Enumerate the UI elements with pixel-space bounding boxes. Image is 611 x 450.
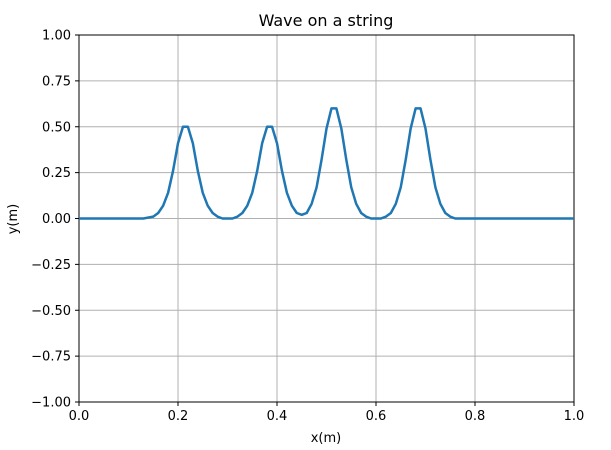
chart-title: Wave on a string xyxy=(259,11,394,30)
series-group xyxy=(79,107,574,220)
wave-line xyxy=(79,107,574,220)
y-tick-label: 0.00 xyxy=(42,212,71,227)
y-tick-label: −0.50 xyxy=(31,304,71,319)
y-tick-label: −1.00 xyxy=(31,396,71,411)
y-tick-label: 0.75 xyxy=(42,74,71,89)
x-tick-label: 0.6 xyxy=(366,409,387,424)
x-tick-label: 0.0 xyxy=(69,409,90,424)
y-tick-label: 0.50 xyxy=(42,120,71,135)
y-tick-label: −0.25 xyxy=(31,258,71,273)
x-axis: 0.0 0.2 0.4 0.6 0.8 1.0 xyxy=(69,402,585,424)
x-tick-label: 0.4 xyxy=(267,409,288,424)
x-tick-label: 1.0 xyxy=(564,409,585,424)
y-axis: −1.00 −0.75 −0.50 −0.25 0.00 0.25 0.50 0.75 1.00 xyxy=(31,29,79,411)
x-axis-label: x(m) xyxy=(311,431,342,446)
y-tick-label: 1.00 xyxy=(42,29,71,44)
x-tick-label: 0.8 xyxy=(465,409,486,424)
y-axis-label: y(m) xyxy=(6,204,21,235)
y-tick-label: 0.25 xyxy=(42,166,71,181)
y-tick-label: −0.75 xyxy=(31,350,71,365)
x-tick-label: 0.2 xyxy=(168,409,189,424)
